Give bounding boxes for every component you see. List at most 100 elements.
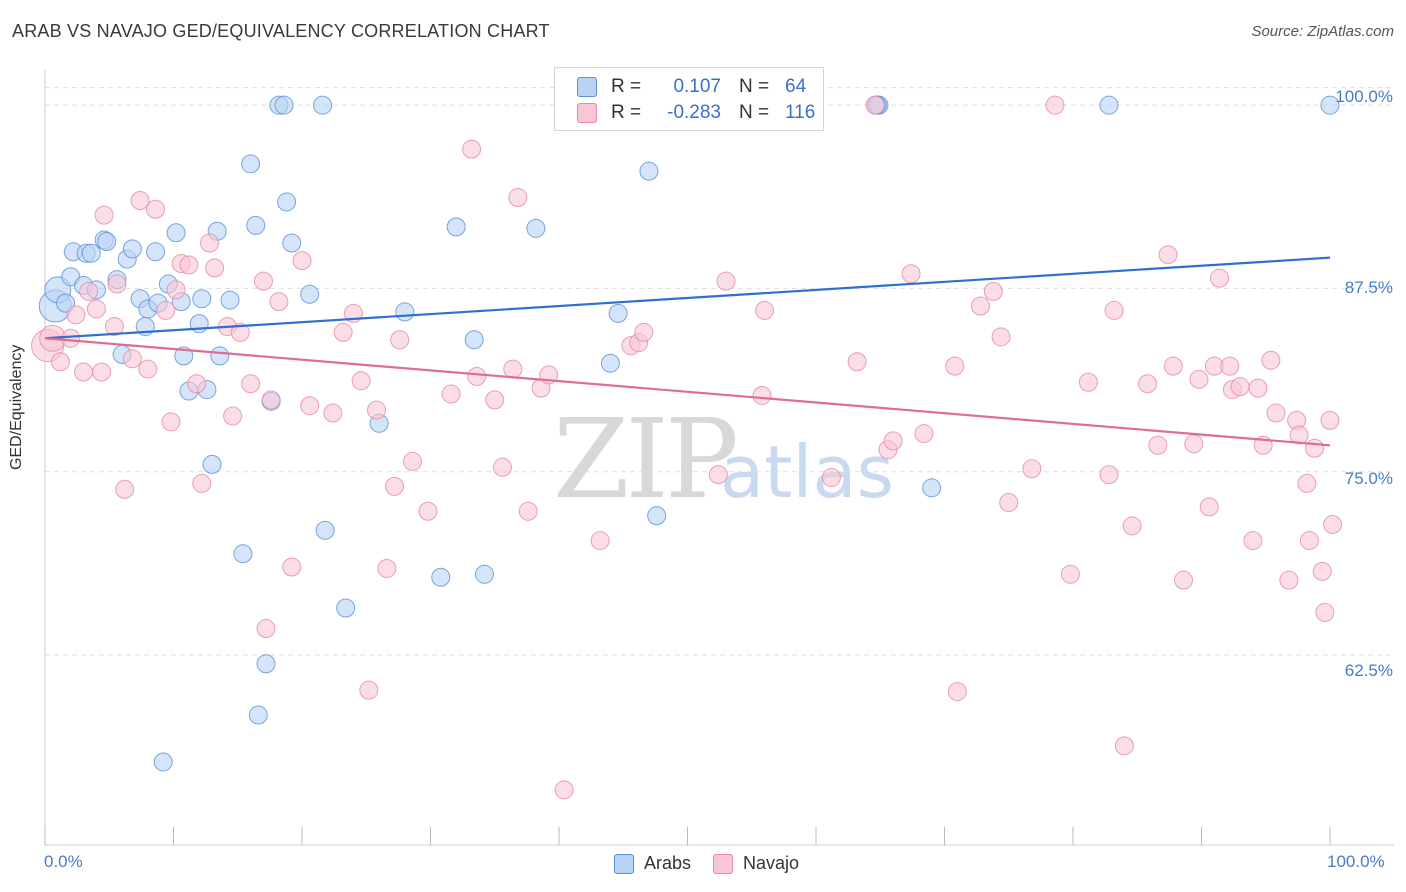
arab-point — [526, 218, 546, 238]
navajo-point — [179, 255, 199, 275]
navajo-point — [554, 780, 574, 800]
navajo-point — [205, 258, 225, 278]
arab-point — [277, 192, 297, 212]
navajo-point — [467, 366, 487, 386]
navajo-point — [166, 280, 186, 300]
navajo-point — [223, 406, 243, 426]
legend-n-key: N = — [739, 102, 770, 123]
navajo-point — [50, 352, 70, 372]
navajo-point — [1248, 378, 1268, 398]
navajo-point — [901, 264, 921, 284]
navajo-swatch — [577, 103, 597, 123]
arab-point — [122, 239, 142, 259]
arab-point — [647, 506, 667, 526]
arab-point — [146, 242, 166, 262]
arabs-legend-swatch — [614, 853, 634, 874]
navajo-point — [883, 431, 903, 451]
navajo-point — [945, 356, 965, 376]
navajo-point — [418, 501, 438, 521]
navajo-point — [1158, 245, 1178, 265]
arab-point — [192, 289, 212, 309]
navajo-point — [462, 139, 482, 159]
chart-title: ARAB VS NAVAJO GED/EQUIVALENCY CORRELATI… — [12, 21, 550, 41]
arab-point — [220, 290, 240, 310]
navajo-point — [485, 390, 505, 410]
navajo-point — [241, 374, 261, 394]
navajo-point — [390, 330, 410, 350]
arab-point — [210, 346, 230, 366]
arab-point — [246, 215, 266, 235]
watermark-zip: ZIP — [553, 395, 739, 523]
navajo-point — [983, 281, 1003, 301]
navajo-point — [708, 465, 728, 485]
navajo-point — [1230, 377, 1250, 397]
navajo-point — [1289, 425, 1309, 445]
arab-point — [464, 330, 484, 350]
navajo-point — [1163, 356, 1183, 376]
x-tick-100: 100.0% — [1327, 852, 1385, 871]
navajo-point — [755, 300, 775, 320]
navajo-point — [634, 322, 654, 342]
arab-point — [166, 223, 186, 243]
navajo-legend-swatch — [713, 853, 734, 874]
arab-point — [639, 161, 659, 181]
navajo-point — [970, 296, 990, 316]
navajo-point — [377, 558, 397, 578]
arab-point — [241, 154, 261, 174]
navajo-point — [1297, 473, 1317, 493]
navajo-point — [1323, 514, 1343, 534]
navajo-point — [230, 322, 250, 342]
navajo-point — [1122, 516, 1142, 536]
navajo-point — [130, 190, 150, 210]
navajo-point — [1299, 531, 1319, 551]
navajo-point — [1266, 403, 1286, 423]
navajo-point — [192, 473, 212, 493]
navajo-point — [323, 403, 343, 423]
navajo-point — [107, 274, 127, 294]
navajo-point — [1138, 374, 1158, 394]
navajo-point — [351, 371, 371, 391]
arab-point — [233, 544, 253, 564]
legend-row-navajo: R = -0.283 N = 116 — [577, 100, 815, 126]
navajo-point — [1078, 372, 1098, 392]
navajo-point — [1305, 438, 1325, 458]
navajo-point — [847, 352, 867, 372]
navajo-point — [1209, 268, 1229, 288]
arab-point — [431, 567, 451, 587]
arab-point — [81, 243, 101, 263]
navajo-point — [752, 385, 772, 405]
source-label: Source: ZipAtlas.com — [1251, 23, 1394, 40]
legend-label-navajo: Navajo — [743, 853, 800, 873]
navajo-point — [1243, 531, 1263, 551]
arab-point — [248, 705, 268, 725]
arab-point — [202, 454, 222, 474]
series-legend: Arabs Navajo — [614, 853, 821, 874]
navajo-trend-line — [44, 337, 1331, 447]
navajo-point — [590, 531, 610, 551]
arabs-trend-line — [44, 256, 1331, 340]
navajo-point — [1320, 410, 1340, 430]
legend-item-navajo[interactable]: Navajo — [713, 853, 799, 874]
navajo-point — [1315, 602, 1335, 622]
navajo-point — [508, 188, 528, 208]
navajo-point — [947, 682, 967, 702]
legend-n-value: 64 — [785, 76, 807, 97]
navajo-point — [503, 359, 523, 379]
navajo-point — [999, 492, 1019, 512]
navajo-point — [161, 412, 181, 432]
navajo-point — [1148, 435, 1168, 455]
arab-point — [174, 346, 194, 366]
navajo-point — [115, 479, 135, 499]
navajo-point — [1060, 564, 1080, 584]
y-axis-label: GED/Equivalency — [8, 344, 25, 470]
arab-point — [97, 232, 117, 252]
y-tick-75: 75.0% — [1344, 469, 1393, 488]
legend-item-arabs[interactable]: Arabs — [614, 853, 691, 874]
navajo-point — [333, 322, 353, 342]
navajo-point — [61, 328, 81, 348]
navajo-point — [716, 271, 736, 291]
navajo-point — [1261, 350, 1281, 370]
navajo-point — [367, 400, 387, 420]
navajo-point — [1279, 570, 1299, 590]
